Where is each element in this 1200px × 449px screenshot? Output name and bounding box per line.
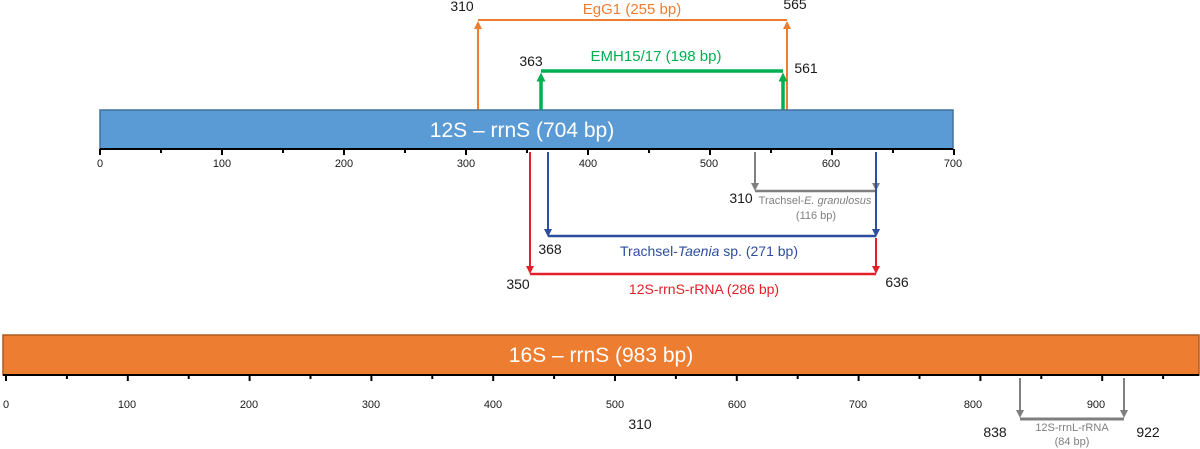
- gene-12s-tick-label: 300: [457, 158, 475, 170]
- gene-16s-tick-label: 800: [964, 399, 982, 411]
- rrnl-rrna-end-label: 922: [1136, 424, 1160, 440]
- emh-start-label: 363: [519, 53, 543, 69]
- rrns-rrna-start-label: 350: [506, 276, 530, 292]
- rrnl-rrna-label: 12S-rrnL-rRNA: [1035, 422, 1109, 434]
- trachsel-taenia-label-main: Trachsel-: [620, 243, 678, 259]
- trachsel-eg-label: Trachsel-E. granulosus: [759, 195, 872, 207]
- rrns-rrna-end-label: 636: [885, 274, 909, 290]
- egg1-start-label: 310: [450, 0, 474, 14]
- gene-16s-tick-label: 300: [362, 399, 380, 411]
- amplicon-trachsel-eg: Trachsel-E. granulosus (116 bp) 310: [729, 152, 880, 222]
- gene-16s: 16S – rrnS (983 bp) 0 100 200 300 400 50…: [2, 334, 1200, 432]
- trachsel-taenia-label-genus: Taenia: [678, 243, 720, 259]
- gene-16s-label: 16S – rrnS (983 bp): [509, 344, 693, 367]
- trachsel-taenia-label: Trachsel-Taenia sp. (271 bp): [620, 243, 798, 259]
- gene-16s-tick-label: 200: [240, 399, 258, 411]
- gene-16s-tick-label: 700: [849, 399, 867, 411]
- trachsel-eg-start-label: 310: [729, 190, 753, 206]
- gene-12s-bar: [99, 109, 954, 150]
- rrnl-rrna-start-label: 838: [983, 424, 1007, 440]
- stray-310-label: 310: [628, 416, 652, 432]
- amplicon-trachsel-taenia: Trachsel-Taenia sp. (271 bp) 368: [538, 152, 880, 259]
- emh-label: EMH15/17 (198 bp): [591, 48, 722, 65]
- gene-16s-tick-label: 900: [1087, 399, 1105, 411]
- egg1-end-label: 565: [783, 0, 807, 12]
- gene-12s-tick-label: 100: [213, 158, 231, 170]
- amplicon-rrns-rrna: 12S-rrnS-rRNA (286 bp) 350 636: [506, 152, 909, 297]
- amplicon-rrnl-rrna: 12S-rrnL-rRNA (84 bp) 838 922: [983, 378, 1160, 448]
- gene-12s-tick-label: 0: [97, 158, 103, 170]
- trachsel-eg-label-main: Trachsel-: [759, 195, 805, 207]
- amplicon-emh: EMH15/17 (198 bp) 363 561: [519, 48, 818, 110]
- gene-12s-tick-label: 200: [335, 158, 353, 170]
- trachsel-eg-label-species: E. granulosus: [804, 195, 872, 207]
- gene-12s-tick-label: 500: [700, 158, 718, 170]
- gene-16s-tick-label: 500: [606, 399, 624, 411]
- trachsel-taenia-start-label: 368: [538, 241, 562, 257]
- amplicon-egg1: EgG1 (255 bp) 310 565: [450, 0, 807, 110]
- gene-12s-label: 12S – rrnS (704 bp): [430, 119, 614, 142]
- gene-16s-tick-label: 100: [118, 399, 136, 411]
- gene-12s-ticks: [99, 149, 955, 155]
- rrns-rrna-label: 12S-rrnS-rRNA (286 bp): [629, 281, 779, 297]
- gene-16s-tick-label: 600: [728, 399, 746, 411]
- gene-12s: 12S – rrnS (704 bp) 0 100 200 300 400 50…: [97, 109, 962, 170]
- gene-12s-tick-label: 700: [944, 158, 962, 170]
- gene-16s-tick-label: 400: [484, 399, 502, 411]
- gene-12s-tick-label: 400: [579, 158, 597, 170]
- trachsel-taenia-label-suffix: sp. (271 bp): [719, 243, 798, 259]
- egg1-label: EgG1 (255 bp): [583, 1, 681, 18]
- gene-16s-ticks: [5, 375, 1165, 381]
- emh-end-label: 561: [794, 60, 818, 76]
- trachsel-eg-size-label: (116 bp): [796, 210, 836, 222]
- rrnl-rrna-size-label: (84 bp): [1055, 436, 1090, 448]
- gene-16s-tick-label: 0: [3, 399, 9, 411]
- gene-12s-tick-label: 600: [822, 158, 840, 170]
